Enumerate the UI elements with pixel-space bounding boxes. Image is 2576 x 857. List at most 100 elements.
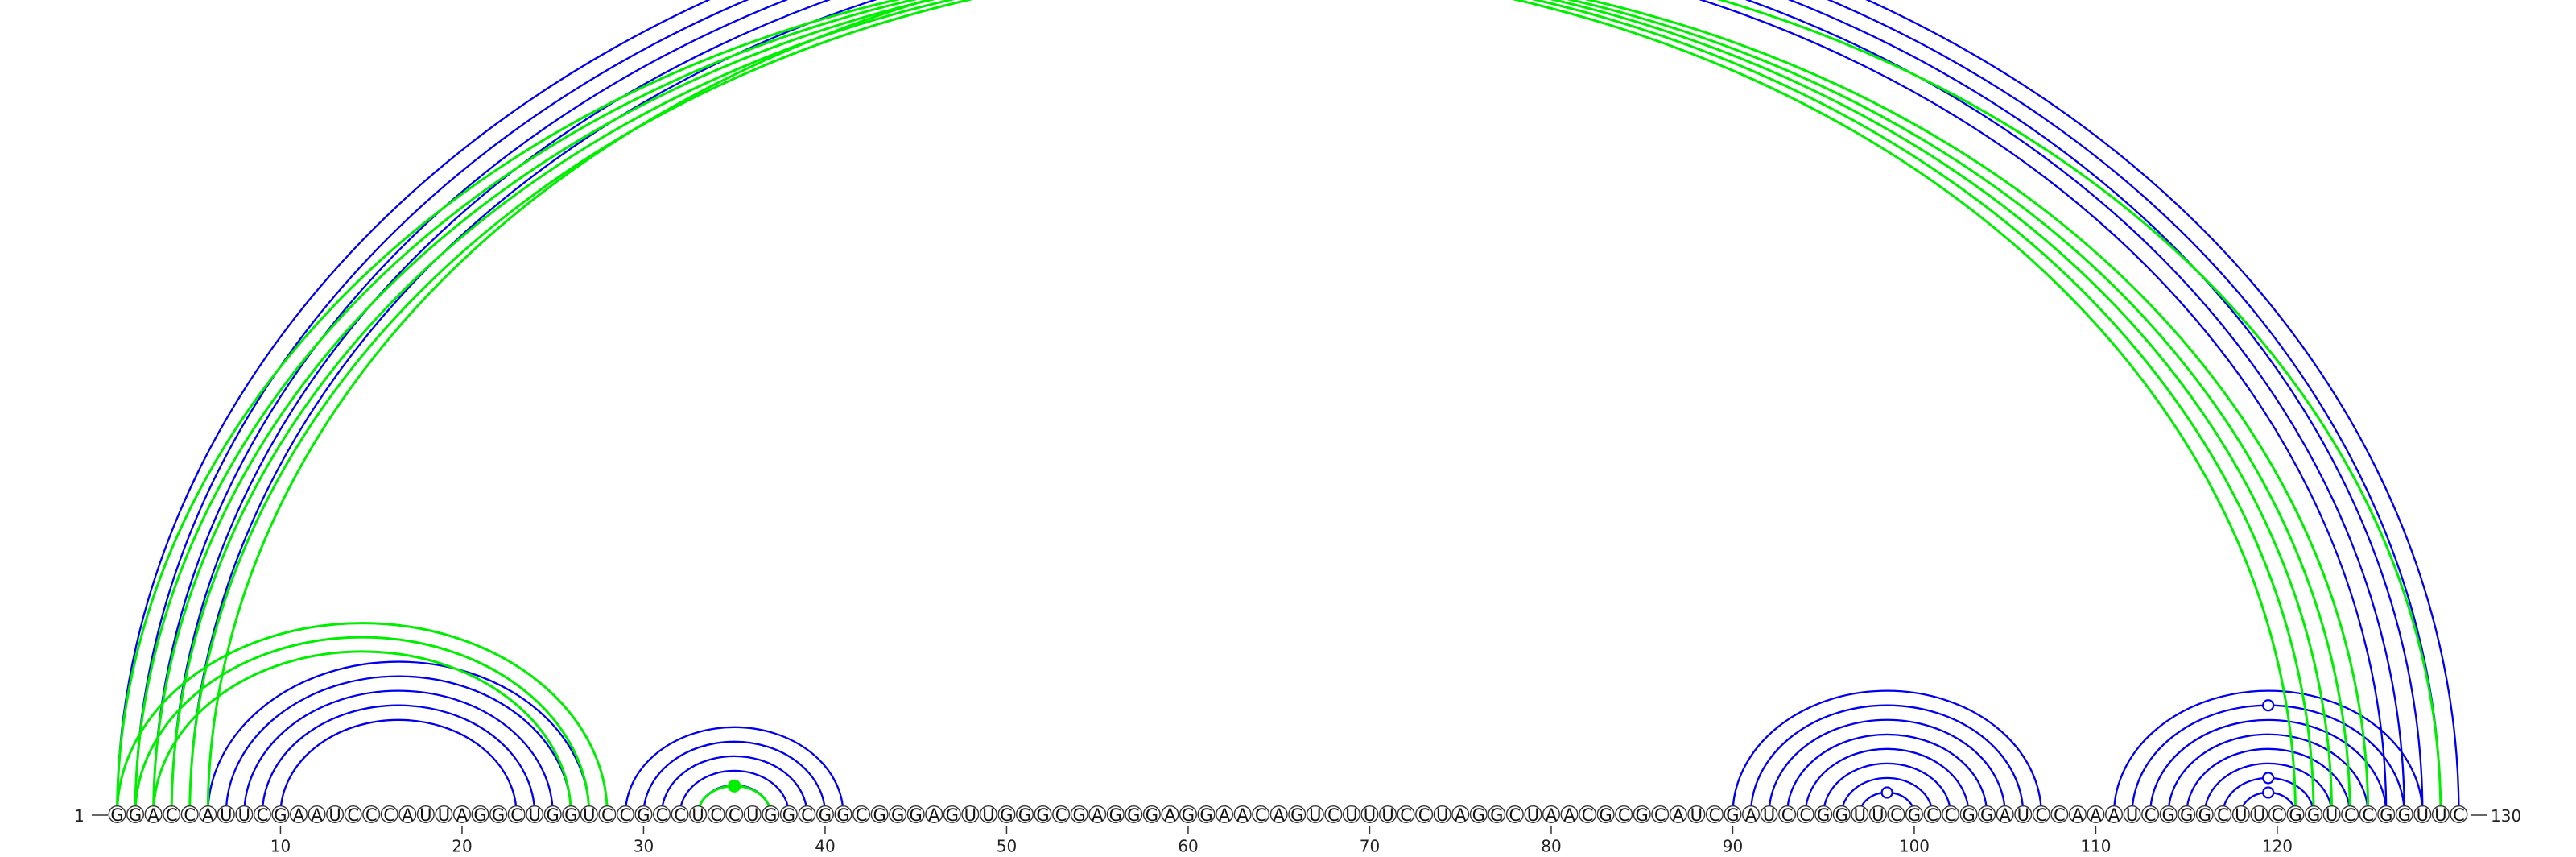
- nucleotide-68: C: [1324, 805, 1343, 825]
- nucleotide-64: C: [1252, 805, 1270, 825]
- nucleotide-letter: U: [691, 805, 704, 825]
- nucleotide-letter: C: [2217, 805, 2229, 825]
- nucleotide-85: G: [1633, 805, 1651, 825]
- nucleotide-letter: G: [1599, 805, 1612, 825]
- nucleotide-letter: C: [2362, 805, 2374, 825]
- nucleotide-circle: [2104, 805, 2123, 824]
- nucleotide-letter: A: [2072, 805, 2084, 825]
- nucleotide-letter: U: [583, 805, 595, 825]
- nucleotide-letter: U: [964, 805, 976, 825]
- nucleotide-circle: [452, 805, 471, 824]
- nucleotide-48: U: [961, 805, 980, 825]
- nucleotide-letter: C: [601, 805, 613, 825]
- nucleotide-circle: [1269, 805, 1288, 824]
- nucleotide-letter: C: [1418, 805, 1430, 825]
- nucleotide-circle: [943, 805, 961, 824]
- nucleotide-104: G: [1978, 805, 1996, 825]
- nucleotide-90: G: [1724, 805, 1742, 825]
- blue-arc-4-127: [171, 0, 2405, 815]
- nucleotide-60: G: [1179, 805, 1197, 825]
- nucleotide-letter: G: [782, 805, 795, 825]
- nucleotide-101: C: [1923, 805, 1942, 825]
- nucleotide-circle: [997, 805, 1016, 824]
- tick-label-50: 50: [997, 836, 1017, 855]
- green-arc-5-125: [188, 0, 2370, 815]
- nucleotide-letter: C: [620, 805, 632, 825]
- tick-label-10: 10: [270, 836, 291, 855]
- nucleotide-105: A: [1996, 805, 2014, 825]
- nucleotide-letter: G: [1036, 805, 1049, 825]
- nucleotide-letter: G: [274, 805, 287, 825]
- nucleotide-63: A: [1233, 805, 1252, 825]
- nucleotide-97: U: [1851, 805, 1869, 825]
- nucleotide-circle: [2141, 805, 2160, 824]
- nucleotide-59: A: [1161, 805, 1179, 825]
- green-arc-3-123: [152, 0, 2334, 815]
- nucleotide-circle: [1469, 805, 1488, 824]
- nucleotide-47: G: [943, 805, 961, 825]
- nucleotide-letter: C: [1926, 805, 1938, 825]
- nucleotide-circle: [743, 805, 762, 824]
- nucleotide-letter: G: [819, 805, 832, 825]
- nucleotide-letter: G: [910, 805, 923, 825]
- nucleotide-circle: [2359, 805, 2377, 824]
- nucleotide-98: U: [1868, 805, 1887, 825]
- nucleotide-75: A: [1451, 805, 1470, 825]
- nucleotide-74: U: [1433, 805, 1451, 825]
- nucleotide-circle: [2050, 805, 2069, 824]
- blue-arc-8-25: [243, 689, 554, 815]
- nucleotide-96: G: [1832, 805, 1851, 825]
- nucleotide-letter: G: [1199, 805, 1212, 825]
- tick-label-20: 20: [452, 836, 472, 855]
- nucleotide-10: G: [271, 805, 290, 825]
- nucleotide-letter: A: [1092, 805, 1104, 825]
- nucleotide-circle: [834, 805, 852, 824]
- blue-arc-3-128: [154, 0, 2423, 814]
- nucleotide-letter: C: [1618, 805, 1630, 825]
- nucleotide-circle: [416, 805, 435, 824]
- nucleotide-2: G: [126, 805, 145, 825]
- nucleotide-38: G: [779, 805, 798, 825]
- blue-arc-90-107: [1732, 689, 2042, 815]
- nucleotide-letter: G: [1472, 805, 1485, 825]
- nucleotide-32: C: [671, 805, 689, 825]
- nucleotide-62: A: [1216, 805, 1234, 825]
- nucleotide-13: U: [326, 805, 345, 825]
- nucleotide-circle: [362, 805, 381, 824]
- nucleotide-letter: G: [1962, 805, 1975, 825]
- nucleotide-circle: [526, 805, 544, 824]
- nucleotide-circle: [2123, 805, 2141, 824]
- nucleotide-circle: [1579, 805, 1597, 824]
- nucleotide-circle: [1524, 805, 1542, 824]
- start-index-label: 1: [74, 806, 85, 826]
- green-arc-marker-33-37: [728, 779, 741, 793]
- nucleotide-letter: C: [1799, 805, 1811, 825]
- nucleotide-circle: [2341, 805, 2359, 824]
- nucleotide-letter: C: [1255, 805, 1267, 825]
- nucleotide-42: C: [852, 805, 871, 825]
- nucleotide-9: C: [253, 805, 271, 825]
- nucleotide-letter: A: [402, 805, 414, 825]
- nucleotide-letter: A: [2090, 805, 2102, 825]
- nucleotide-128: U: [2413, 805, 2432, 825]
- nucleotide-letter: G: [2398, 805, 2411, 825]
- nucleotide-circle: [2032, 805, 2050, 824]
- nucleotide-93: C: [1778, 805, 1797, 825]
- nucleotide-34: C: [707, 805, 725, 825]
- tick-label-100: 100: [1899, 836, 1930, 855]
- nucleotide-27: U: [580, 805, 598, 825]
- tick-label-40: 40: [815, 836, 835, 855]
- nucleotide-circle: [235, 805, 254, 824]
- nucleotide-letter: G: [2198, 805, 2211, 825]
- nucleotide-letter: G: [1127, 805, 1140, 825]
- nucleotide-circle: [1814, 805, 1833, 824]
- nucleotide-37: G: [762, 805, 780, 825]
- nucleotide-letter: U: [2417, 805, 2429, 825]
- nucleotide-circle: [380, 805, 398, 824]
- nucleotide-117: C: [2214, 805, 2232, 825]
- nucleotide-circle: [326, 805, 345, 824]
- nucleotide-circle: [2087, 805, 2105, 824]
- tick-label-70: 70: [1360, 836, 1380, 855]
- nucleotide-letter: G: [764, 805, 777, 825]
